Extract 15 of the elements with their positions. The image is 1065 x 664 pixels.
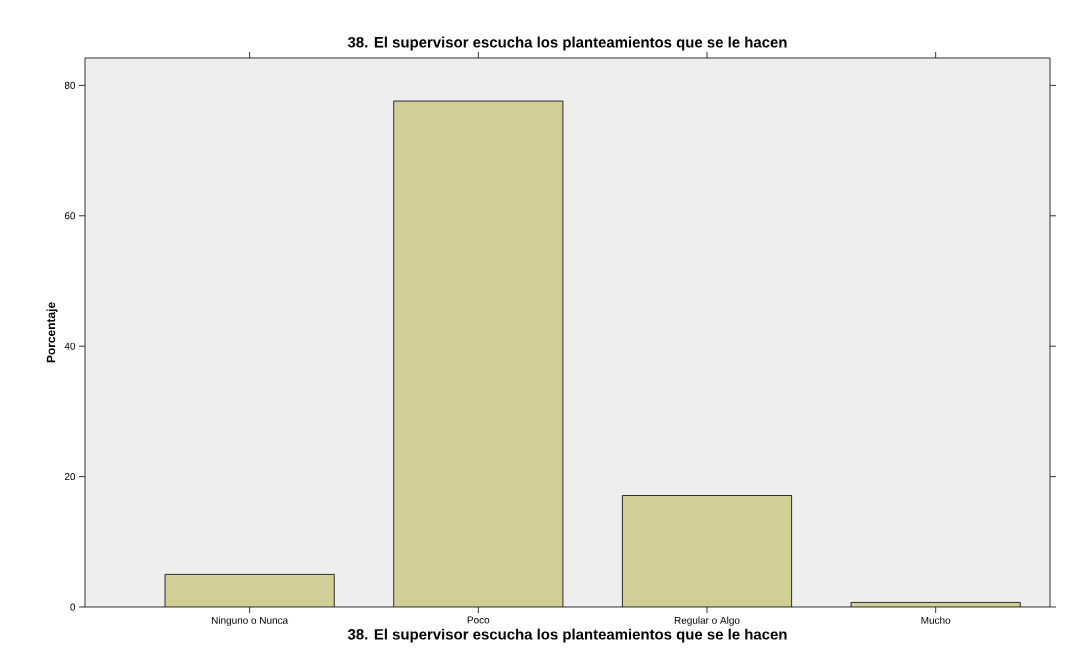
x-tick-label: Mucho <box>921 616 951 624</box>
bar <box>393 100 564 607</box>
chart-title: 38. El supervisor escucha los planteamientos que se le hacen <box>347 36 787 51</box>
x-tick-label: Poco <box>467 616 490 624</box>
y-tick-label: 0 <box>70 603 76 611</box>
bar <box>622 495 792 607</box>
y-tick-label: 20 <box>64 473 76 481</box>
y-tick-label: 60 <box>64 212 76 220</box>
bar <box>164 574 335 607</box>
y-tick-label: 40 <box>64 342 76 350</box>
y-tick-label: 80 <box>64 81 76 89</box>
y-axis-title: Porcentaje <box>46 302 58 363</box>
x-axis-title: 38. El supervisor escucha los planteamientos que se le hacen <box>347 628 787 643</box>
x-tick-label: Regular o Algo <box>674 616 740 626</box>
x-tick-label: Ninguno o Nunca <box>211 616 289 626</box>
